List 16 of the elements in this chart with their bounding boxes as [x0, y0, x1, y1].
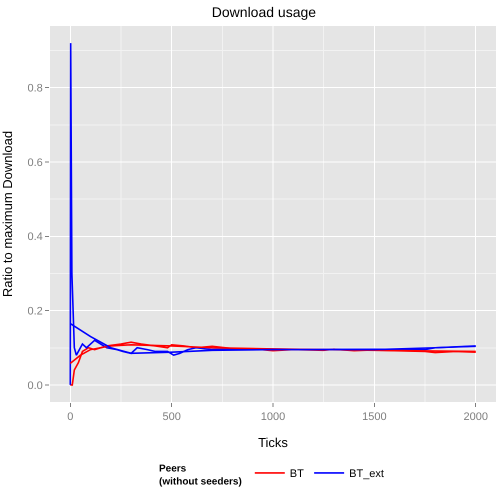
y-tick-label: 0.4	[28, 231, 43, 244]
y-tick-label: 0.8	[28, 82, 43, 95]
chart-title: Download usage	[212, 4, 316, 20]
legend-label: BT	[290, 468, 304, 480]
x-axis-title: Ticks	[258, 434, 288, 450]
x-tick-label: 1000	[260, 411, 286, 424]
y-tick-label: 0.0	[28, 380, 43, 392]
y-tick-label: 0.2	[28, 305, 43, 318]
legend-title: Peers (without seeders)	[159, 463, 242, 488]
x-tick-label: 0	[67, 411, 74, 424]
legend-label: BT_ext	[349, 468, 384, 480]
y-tick-label: 0.6	[28, 156, 43, 169]
x-tick-label: 1500	[362, 411, 387, 424]
x-tick-label: 500	[162, 411, 181, 424]
x-tick-label: 2000	[463, 411, 488, 424]
y-axis-title: Ratio to maximum Download	[0, 130, 15, 298]
